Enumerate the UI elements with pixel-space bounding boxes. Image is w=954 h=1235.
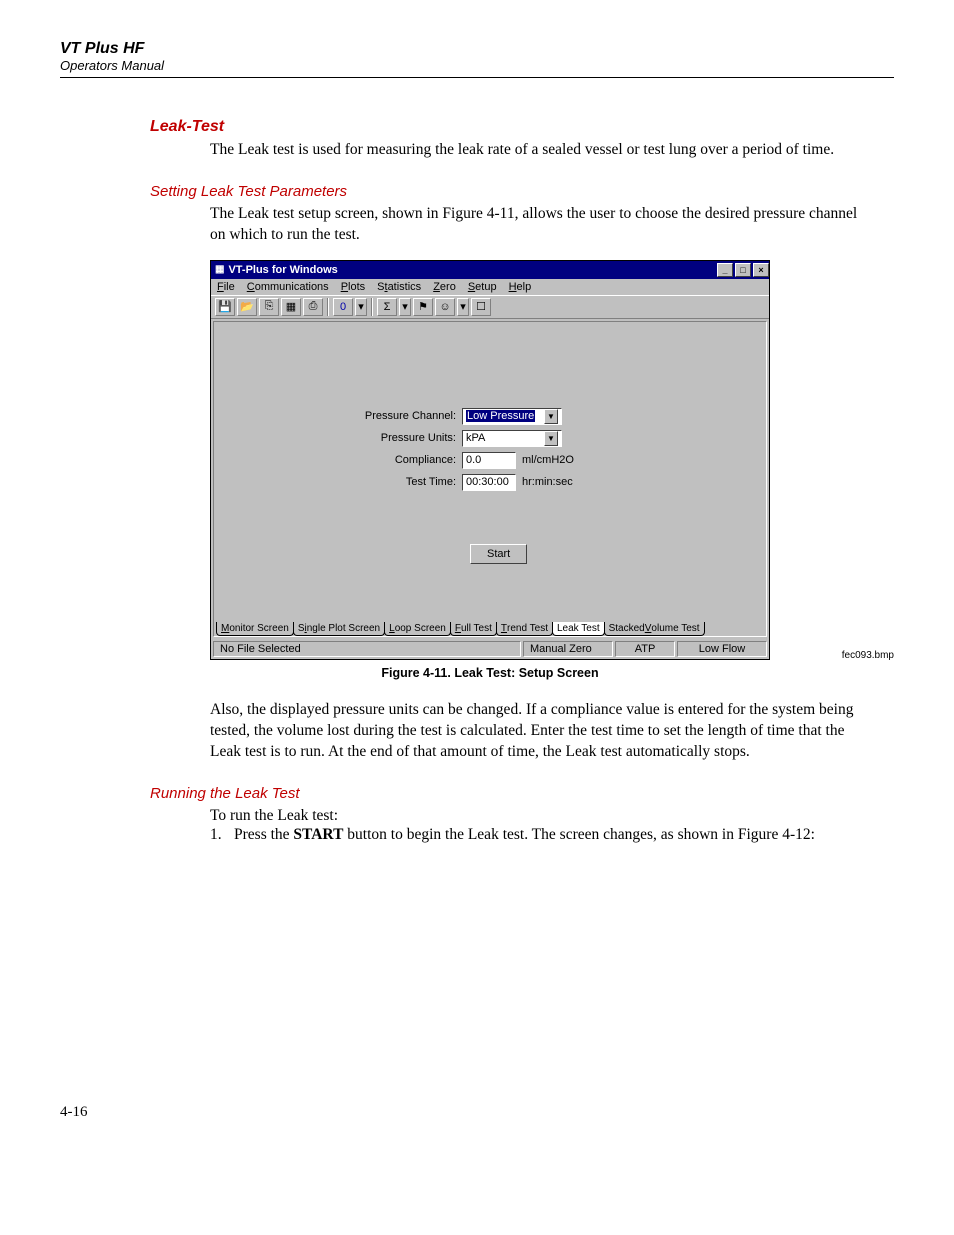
label-test-time: Test Time: xyxy=(314,476,462,488)
label-compliance: Compliance: xyxy=(314,454,462,466)
tab-stacked-volume-test[interactable]: Stacked Volume Test xyxy=(604,622,705,636)
tab-loop-screen[interactable]: Loop Screen xyxy=(384,622,451,636)
print-icon[interactable]: ⎙ xyxy=(303,298,323,316)
figure-wrapper: ▦ VT-Plus for Windows _ □ × File Communi… xyxy=(210,260,894,680)
pressure-channel-combo[interactable]: Low Pressure ▼ xyxy=(462,408,562,425)
label-pressure-units: Pressure Units: xyxy=(314,432,462,444)
compliance-unit: ml/cmH2O xyxy=(522,454,574,466)
heading-running: Running the Leak Test xyxy=(150,785,894,802)
flag-icon[interactable]: ⚑ xyxy=(413,298,433,316)
para-setting: The Leak test setup screen, shown in Fig… xyxy=(210,204,864,246)
menu-statistics[interactable]: Statistics xyxy=(377,281,421,293)
menu-plots[interactable]: Plots xyxy=(341,281,365,293)
list-item: 1. Press the START button to begin the L… xyxy=(210,826,864,844)
para-leak-test: The Leak test is used for measuring the … xyxy=(210,140,864,161)
statusbar: No File Selected Manual Zero ATP Low Flo… xyxy=(211,639,769,659)
label-pressure-channel: Pressure Channel: xyxy=(314,410,462,422)
test-time-value: 00:30:00 xyxy=(466,476,509,488)
ordered-list: 1. Press the START button to begin the L… xyxy=(210,826,864,844)
person-dropdown-icon[interactable]: ▾ xyxy=(457,298,469,316)
status-flow: Low Flow xyxy=(677,641,767,657)
person-icon[interactable]: ☺ xyxy=(435,298,455,316)
doc-title: VT Plus HF xyxy=(60,40,894,58)
menu-file[interactable]: File xyxy=(217,281,235,293)
titlebar: ▦ VT-Plus for Windows _ □ × xyxy=(211,261,769,279)
app-window: ▦ VT-Plus for Windows _ □ × File Communi… xyxy=(210,260,770,660)
pressure-units-value: kPA xyxy=(466,432,544,444)
box-icon[interactable]: ☐ xyxy=(471,298,491,316)
pressure-channel-value: Low Pressure xyxy=(466,410,535,422)
start-bold: START xyxy=(293,826,343,843)
status-file: No File Selected xyxy=(213,641,521,657)
sigma-icon[interactable]: Σ xyxy=(377,298,397,316)
sigma-dropdown-icon[interactable]: ▾ xyxy=(399,298,411,316)
zero-icon[interactable]: 0 xyxy=(333,298,353,316)
status-atp: ATP xyxy=(615,641,675,657)
chevron-down-icon[interactable]: ▼ xyxy=(544,409,558,424)
app-icon: ▦ xyxy=(215,264,224,275)
pressure-units-combo[interactable]: kPA ▼ xyxy=(462,430,562,447)
figure-caption: Figure 4-11. Leak Test: Setup Screen xyxy=(210,666,770,680)
client-area: Pressure Channel: Low Pressure ▼ Pressur… xyxy=(213,321,767,637)
tab-leak-test[interactable]: Leak Test xyxy=(552,622,605,636)
compliance-value: 0.0 xyxy=(466,454,481,466)
heading-setting: Setting Leak Test Parameters xyxy=(150,183,894,200)
chevron-down-icon[interactable]: ▼ xyxy=(544,431,558,446)
open-icon[interactable]: 📂 xyxy=(237,298,257,316)
menu-help[interactable]: Help xyxy=(509,281,532,293)
menu-zero[interactable]: Zero xyxy=(433,281,456,293)
status-manual-zero: Manual Zero xyxy=(523,641,613,657)
toolbar: 💾 📂 ⎘ ▦ ⎙ 0 ▾ Σ ▾ ⚑ ☺ ▾ ☐ xyxy=(211,295,769,319)
close-button[interactable]: × xyxy=(753,263,769,277)
tab-strip: Monitor Screen Single Plot Screen Loop S… xyxy=(216,622,764,636)
row-test-time: Test Time: 00:30:00 hr:min:sec xyxy=(314,474,573,491)
page-number: 4-16 xyxy=(60,1104,894,1121)
window-title: VT-Plus for Windows xyxy=(228,264,337,276)
minimize-button[interactable]: _ xyxy=(717,263,733,277)
image-filename: fec093.bmp xyxy=(842,650,894,661)
para-also: Also, the displayed pressure units can b… xyxy=(210,700,864,763)
heading-leak-test: Leak-Test xyxy=(150,118,894,136)
row-compliance: Compliance: 0.0 ml/cmH2O xyxy=(314,452,574,469)
row-pressure-units: Pressure Units: kPA ▼ xyxy=(314,430,562,447)
tab-full-test[interactable]: Full Test xyxy=(450,622,497,636)
test-time-unit: hr:min:sec xyxy=(522,476,573,488)
menu-communications[interactable]: Communications xyxy=(247,281,329,293)
compliance-input[interactable]: 0.0 xyxy=(462,452,516,469)
maximize-button[interactable]: □ xyxy=(735,263,751,277)
tab-monitor-screen[interactable]: Monitor Screen xyxy=(216,622,294,636)
copy-icon[interactable]: ⎘ xyxy=(259,298,279,316)
tab-trend-test[interactable]: Trend Test xyxy=(496,622,553,636)
test-time-input[interactable]: 00:30:00 xyxy=(462,474,516,491)
start-button[interactable]: Start xyxy=(470,544,527,564)
toolbar-separator xyxy=(327,298,329,316)
para-running-intro: To run the Leak test: xyxy=(210,806,864,827)
zero-dropdown-icon[interactable]: ▾ xyxy=(355,298,367,316)
menu-setup[interactable]: Setup xyxy=(468,281,497,293)
list-text: Press the START button to begin the Leak… xyxy=(234,826,815,844)
row-pressure-channel: Pressure Channel: Low Pressure ▼ xyxy=(314,408,562,425)
menubar: File Communications Plots Statistics Zer… xyxy=(211,279,769,295)
toolbar-separator xyxy=(371,298,373,316)
page-header: VT Plus HF Operators Manual xyxy=(60,40,894,78)
doc-subtitle: Operators Manual xyxy=(60,58,894,73)
save-icon[interactable]: 💾 xyxy=(215,298,235,316)
list-number: 1. xyxy=(210,826,234,844)
tab-single-plot-screen[interactable]: Single Plot Screen xyxy=(293,622,385,636)
grid-icon[interactable]: ▦ xyxy=(281,298,301,316)
